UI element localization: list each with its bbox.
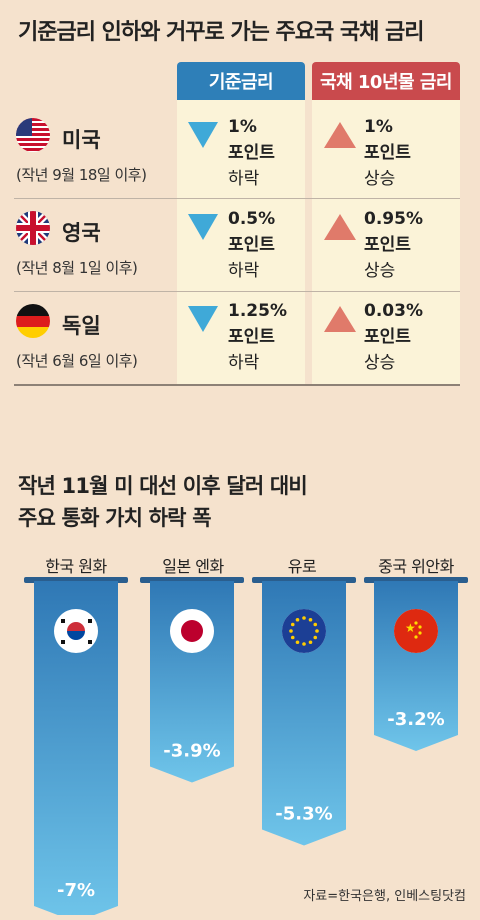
rate-change: 1% 포인트 하락: [228, 117, 275, 189]
down-arrow-icon: [188, 214, 218, 240]
down-arrow-icon: [188, 122, 218, 148]
since-date: (작년 8월 1일 이후): [16, 259, 138, 277]
currency-label: 일본 엔화: [162, 557, 224, 576]
since-date: (작년 6월 6일 이후): [16, 352, 138, 370]
uk-flag-icon: [16, 211, 50, 245]
down-arrow-icon: [188, 306, 218, 332]
country-name: 독일: [62, 314, 101, 338]
table-bottom-line: [14, 384, 460, 386]
bond-change: 0.95% 포인트 상승: [364, 209, 423, 281]
bond-change: 1% 포인트 상승: [364, 117, 411, 189]
currency-label: 유로: [287, 557, 317, 576]
page-title: 기준금리 인하와 거꾸로 가는 주요국 국채 금리: [18, 20, 425, 45]
row-divider: [14, 198, 460, 199]
value-label: -5.3%: [275, 804, 332, 825]
germany-flag-icon: [16, 304, 50, 338]
eu-flag-icon: [282, 609, 326, 653]
up-arrow-icon: [324, 122, 356, 148]
up-arrow-icon: [324, 306, 356, 332]
bond-header: 국채 10년물 금리: [312, 62, 460, 100]
bar-0: [34, 581, 118, 915]
currency-banner-chart: -7% -3.9% -5.3% ★ -3.2%: [24, 577, 468, 915]
country-name: 영국: [62, 221, 101, 245]
bond-change: 0.03% 포인트 상승: [364, 301, 423, 373]
china-flag-icon: ★: [394, 609, 438, 653]
japan-flag-icon: [170, 609, 214, 653]
value-label: -7%: [57, 880, 95, 901]
since-date: (작년 9월 18일 이후): [16, 166, 147, 184]
korea-flag-icon: [54, 609, 98, 653]
us-flag-icon: [16, 118, 50, 152]
value-label: -3.2%: [387, 709, 444, 730]
up-arrow-icon: [324, 214, 356, 240]
bar-2: [262, 581, 346, 846]
currency-section-title: 작년 11월 미 대선 이후 달러 대비 주요 통화 가치 하락 폭: [18, 474, 308, 530]
rate-header: 기준금리: [177, 62, 305, 100]
country-name: 미국: [62, 128, 101, 152]
bar-3: [374, 581, 458, 751]
row-divider: [14, 291, 460, 292]
svg-text:★: ★: [405, 621, 416, 635]
currency-label: 중국 위안화: [378, 557, 454, 576]
rate-change: 0.5% 포인트 하락: [228, 209, 276, 281]
rate-change: 1.25% 포인트 하락: [228, 301, 287, 373]
currency-label: 한국 원화: [45, 557, 107, 576]
source-note: 자료=한국은행, 인베스팅닷컴: [303, 889, 466, 904]
value-label: -3.9%: [163, 741, 220, 762]
